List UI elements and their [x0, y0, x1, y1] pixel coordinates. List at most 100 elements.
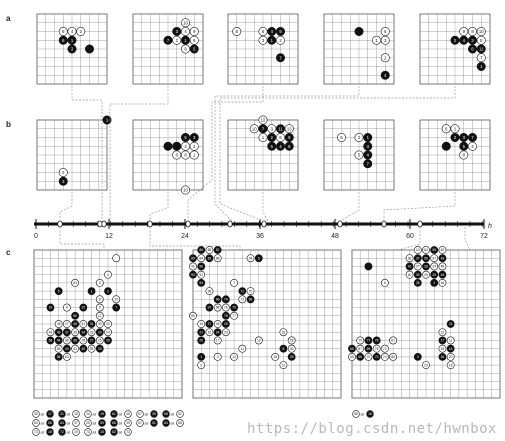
move-number: 75 [232, 306, 236, 310]
white-stone [213, 320, 222, 328]
move-number: 1 [375, 38, 378, 43]
move-number: 4 [71, 29, 74, 34]
black-stone [54, 328, 63, 337]
move-number: 5 [463, 144, 466, 149]
black-stone [181, 35, 191, 45]
move-number: 5 [279, 29, 282, 34]
white-stone [267, 124, 277, 134]
move-number: 2 [279, 38, 282, 43]
move-number: 16 [273, 355, 277, 359]
move-number: 27 [208, 322, 212, 326]
white-stone [197, 270, 206, 279]
legend-at: at [171, 412, 175, 417]
white-stone [356, 336, 365, 345]
black-stone [230, 303, 239, 312]
move-number: 38 [65, 339, 69, 343]
legend-target-number: 19 [100, 412, 104, 416]
move-number: 2 [384, 55, 387, 60]
move-number: 13 [257, 339, 261, 343]
move-number: 29 [290, 355, 294, 359]
connector-line [383, 192, 456, 221]
move-number: 10 [183, 188, 188, 193]
move-number: 4 [384, 73, 387, 78]
move-number: 16 [441, 355, 445, 359]
legend-at: at [171, 421, 175, 426]
white-stone [405, 254, 414, 263]
white-stone [258, 115, 268, 125]
legend-at: at [93, 430, 97, 435]
connector-line [71, 86, 103, 221]
white-stone [197, 361, 206, 370]
move-number: 77 [232, 314, 236, 318]
move-number: 97 [208, 306, 212, 310]
white-stone [336, 133, 346, 143]
black-stone [363, 133, 373, 143]
timeline-event-marker [57, 220, 63, 228]
white-stone [258, 133, 268, 143]
move-number: 24 [106, 330, 110, 334]
move-number: 2 [358, 135, 361, 140]
move-number: 5 [58, 289, 60, 293]
legend-stone [84, 410, 92, 418]
legend-move-number: 64 [60, 421, 64, 425]
white-stone [258, 35, 268, 45]
move-number: 71 [240, 289, 244, 293]
black-stone [430, 246, 439, 254]
legend-stone [84, 419, 92, 427]
black-stone [172, 141, 182, 151]
move-number: 1 [433, 281, 435, 285]
white-stone [422, 361, 430, 370]
move-number: 6 [99, 298, 101, 302]
black-stone [213, 295, 222, 304]
legend-stone [176, 419, 184, 427]
move-number: 66 [358, 355, 362, 359]
black-stone [71, 311, 80, 320]
move-number: 28 [424, 265, 428, 269]
black-stone [258, 124, 268, 134]
legend-stone [84, 428, 92, 436]
black-stone [181, 133, 191, 143]
move-number: 25 [432, 273, 436, 277]
move-number: 6 [262, 29, 265, 34]
move-number: 12 [232, 355, 236, 359]
black-stone [467, 133, 477, 143]
white-stone [249, 124, 259, 134]
legend-stone [124, 410, 132, 418]
legend-stone [110, 410, 118, 418]
white-stone [275, 35, 285, 45]
legend-move-number: 67 [138, 421, 142, 425]
move-number: 6 [193, 38, 196, 43]
move-number: 8 [463, 153, 466, 158]
move-number: 44 [57, 339, 61, 343]
move-number: 86 [199, 248, 203, 252]
move-number: 8 [184, 47, 187, 52]
black-stone [413, 254, 422, 263]
white-stone [356, 344, 365, 353]
legend-move-number: 72 [60, 430, 64, 434]
board-b-4: 6 2 1 3 5 4 7 [323, 119, 395, 191]
move-number: 46 [441, 281, 445, 285]
move-number: 15 [441, 347, 445, 351]
move-number: 14 [449, 347, 453, 351]
move-number: 30 [98, 322, 102, 326]
move-number: 23 [98, 347, 102, 351]
white-stone [181, 185, 191, 195]
move-number: 43 [65, 347, 69, 351]
black-stone [189, 270, 197, 279]
white-stone [104, 328, 112, 337]
white-stone [221, 303, 230, 312]
white-stone [172, 150, 182, 160]
black-stone [279, 344, 288, 353]
move-number: 42 [73, 347, 77, 351]
legend-move-number: 64 [164, 421, 168, 425]
move-number: 3 [62, 179, 65, 184]
white-stone [446, 361, 455, 370]
move-number: 7 [167, 38, 170, 43]
move-number: 83 [208, 256, 212, 260]
white-stone [413, 262, 422, 271]
white-stone [67, 26, 77, 36]
board-b-5: 6 1 2 3 5 4 7 8 [419, 119, 491, 191]
legend-stone [162, 419, 170, 427]
white-stone [372, 344, 381, 353]
